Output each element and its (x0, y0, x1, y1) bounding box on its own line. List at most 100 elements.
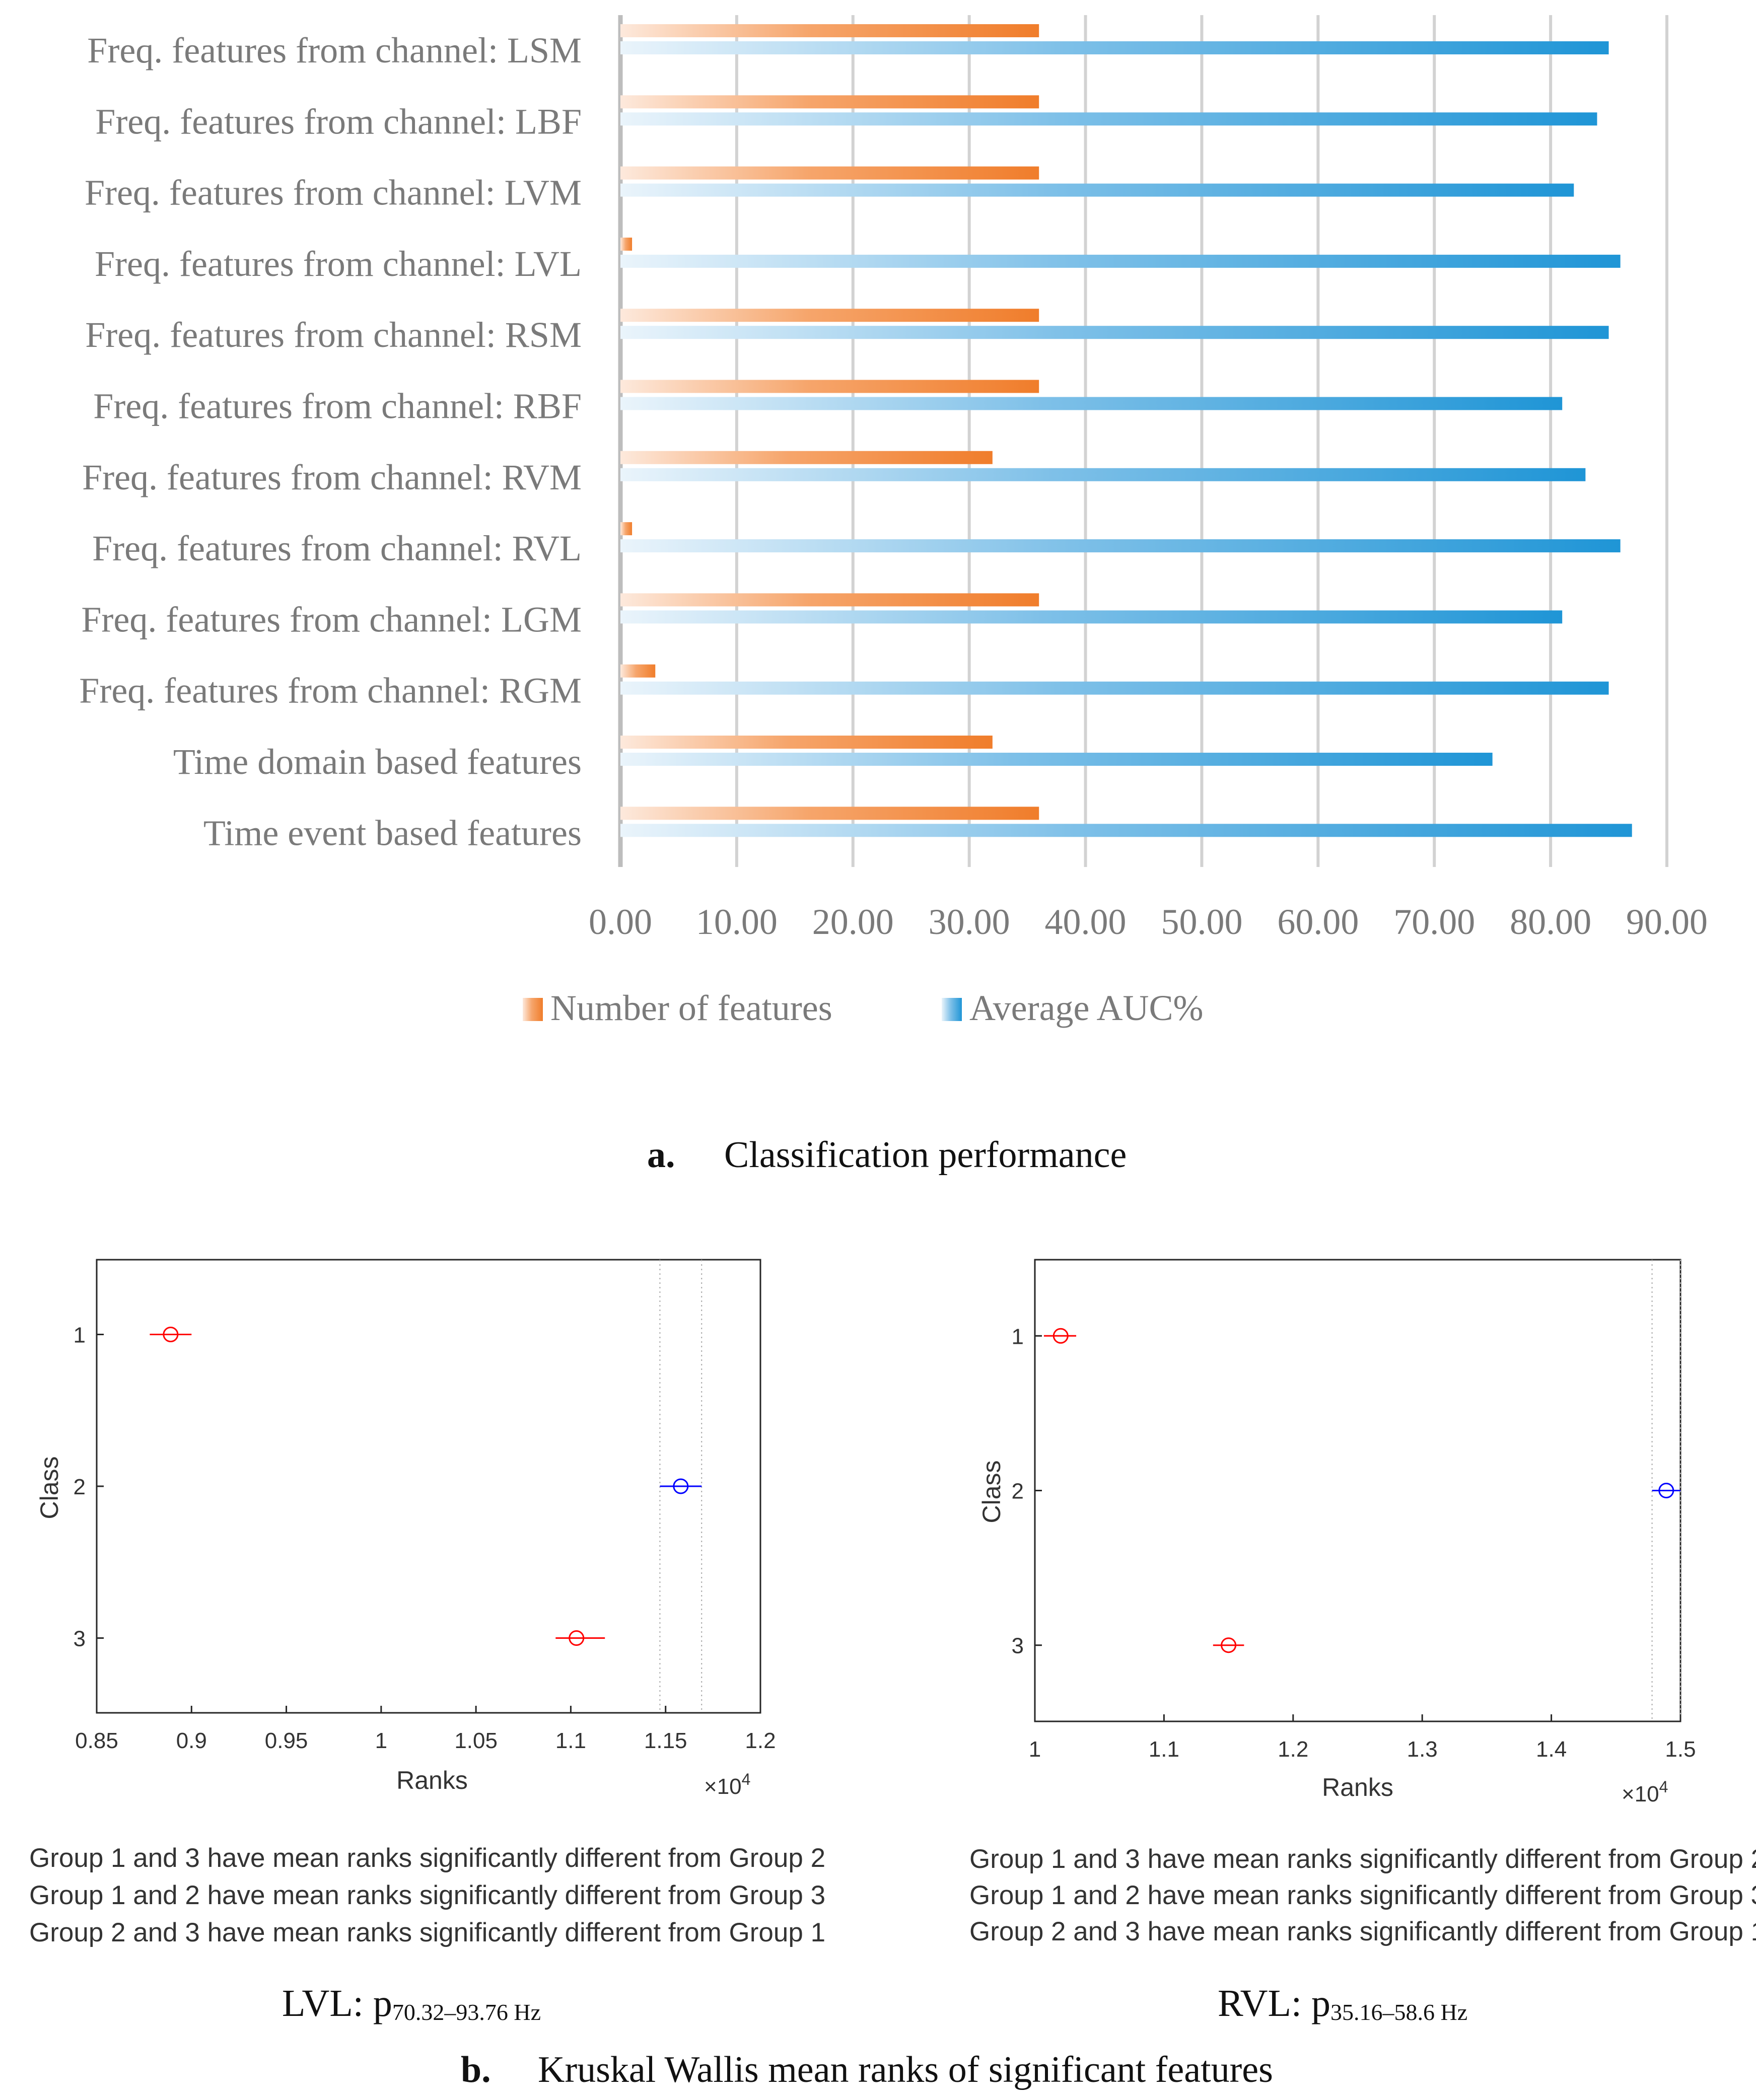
x-tick-label: 40.00 (1045, 902, 1127, 942)
lvl-note-3: Group 2 and 3 have mean ranks significan… (29, 1918, 825, 1947)
lvl-y-ticks: 1 2 3 (74, 1323, 104, 1651)
category-label: Freq. features from channel: RVL (92, 528, 582, 568)
category-label: Freq. features from channel: LVM (85, 173, 582, 213)
bar-average-auc (620, 41, 1609, 54)
x-tick-labels: 0.00 10.00 20.00 30.00 40.00 50.00 60.00 70.00 8… (589, 902, 1708, 942)
bar-average-auc (620, 112, 1597, 126)
bar-average-auc (620, 753, 1493, 766)
category-label: Time event based features (203, 813, 582, 853)
caption-a-text: Classification performance (724, 1134, 1127, 1176)
y-tick-label: 3 (1012, 1634, 1024, 1658)
rvl-rank-plot: 1 2 3 1 1.1 1.2 1.3 1.4 1.5 Ranks Class ×104 Gr… (969, 1259, 1756, 2025)
rank-mean-marker (1052, 1328, 1069, 1344)
x-tick-label: 50.00 (1161, 902, 1242, 942)
rank-mean-marker (163, 1327, 179, 1342)
bar-average-auc (620, 539, 1621, 553)
bar-number-of-features (620, 522, 633, 536)
x-tick-label: 1.2 (745, 1728, 776, 1753)
lvl-x-exponent: ×104 (704, 1770, 750, 1799)
bar-chart-panel: Freq. features from channel: LSM Freq. fe… (79, 15, 1708, 1176)
rank-mean-marker (569, 1630, 585, 1646)
bar-average-auc (620, 183, 1574, 197)
legend-swatch-average-auc (942, 998, 962, 1021)
rank-mean-marker (673, 1478, 689, 1494)
legend: Number of features Average AUC% (523, 988, 1204, 1028)
bar-number-of-features (620, 95, 1039, 109)
x-tick-label: 70.00 (1393, 902, 1475, 942)
bar-average-auc (620, 681, 1609, 695)
lvl-x-axis-title: Ranks (396, 1766, 468, 1794)
bar-number-of-features (620, 237, 633, 251)
y-tick-label: 3 (74, 1627, 86, 1651)
category-label: Freq. features from channel: RVM (82, 457, 582, 497)
bar-average-auc (620, 254, 1621, 268)
lvl-note-2: Group 1 and 2 have mean ranks significan… (29, 1880, 825, 1910)
rvl-x-ticks: 1 1.1 1.2 1.3 1.4 1.5 (1029, 1714, 1696, 1762)
category-label: Freq. features from channel: RBF (93, 386, 582, 426)
rvl-y-axis-title: Class (977, 1460, 1006, 1523)
rvl-panel-label: RVL: p35.16–58.6 Hz (1218, 1982, 1467, 2025)
x-tick-label: 1.5 (1665, 1737, 1696, 1762)
x-tick-label: 1.15 (644, 1728, 687, 1753)
y-tick-label: 1 (74, 1323, 86, 1348)
rank-mean-marker (1658, 1483, 1674, 1498)
bar-series (620, 24, 1632, 837)
category-label: Freq. features from channel: RGM (79, 671, 582, 711)
y-tick-label: 2 (1012, 1479, 1024, 1504)
bar-number-of-features (620, 380, 1039, 393)
caption-b-letter: b. (461, 2049, 491, 2090)
bar-average-auc (620, 824, 1632, 837)
category-label: Time domain based features (173, 742, 582, 782)
lvl-notes: Group 1 and 3 have mean ranks significan… (29, 1843, 825, 1947)
category-label: Freq. features from channel: LVL (95, 244, 582, 284)
lvl-y-axis-title: Class (35, 1456, 63, 1519)
x-tick-label: 30.00 (929, 902, 1010, 942)
rvl-notes: Group 1 and 3 have mean ranks significan… (969, 1844, 1756, 1946)
x-tick-label: 1.1 (555, 1728, 586, 1753)
x-tick-label: 80.00 (1510, 902, 1591, 942)
bar-number-of-features (620, 593, 1039, 607)
x-tick-label: 1.3 (1407, 1737, 1438, 1762)
category-label: Freq. features from channel: LGM (81, 599, 582, 639)
x-tick-label: 60.00 (1277, 902, 1359, 942)
lvl-points (150, 1327, 702, 1646)
x-tick-label: 10.00 (696, 902, 778, 942)
bar-number-of-features (620, 309, 1039, 322)
lvl-rank-plot: 1 2 3 0.85 0.9 0.95 1 1.05 1.1 1.15 1.2 Ranks Cla… (29, 1259, 825, 2025)
lvl-x-ticks: 0.85 0.9 0.95 1 1.05 1.1 1.15 1.2 (75, 1706, 776, 1753)
x-tick-label: 1.05 (454, 1728, 498, 1753)
category-label: Freq. features from channel: RSM (85, 315, 582, 355)
rvl-points (1043, 1328, 1680, 1653)
bar-number-of-features (620, 664, 656, 678)
x-tick-label: 0.00 (589, 902, 652, 942)
legend-label-number-of-features: Number of features (550, 988, 832, 1028)
x-tick-label: 1.1 (1149, 1737, 1179, 1762)
x-tick-label: 0.85 (75, 1728, 118, 1753)
rvl-note-2: Group 1 and 2 have mean ranks significan… (969, 1880, 1756, 1910)
caption-b-text: Kruskal Wallis mean ranks of significant… (538, 2049, 1273, 2090)
y-tick-label: 1 (1012, 1324, 1024, 1349)
x-tick-label: 1 (375, 1728, 387, 1753)
bar-number-of-features (620, 807, 1039, 820)
caption-a-letter: a. (647, 1134, 675, 1176)
rvl-y-ticks: 1 2 3 (1012, 1324, 1042, 1658)
bar-average-auc (620, 468, 1586, 481)
rvl-x-axis-title: Ranks (1322, 1773, 1393, 1801)
bar-number-of-features (620, 736, 993, 749)
x-tick-label: 0.9 (176, 1728, 207, 1753)
rvl-plot-frame (1034, 1259, 1681, 1722)
rank-mean-marker (1221, 1637, 1237, 1653)
lvl-panel-label: LVL: p70.32–93.76 Hz (282, 1982, 541, 2025)
gridlines (618, 15, 1668, 867)
x-tick-label: 1.2 (1278, 1737, 1308, 1762)
legend-label-average-auc: Average AUC% (969, 988, 1204, 1028)
x-tick-label: 0.95 (265, 1728, 308, 1753)
legend-swatch-number-of-features (523, 998, 543, 1021)
category-label: Freq. features from channel: LSM (87, 30, 582, 70)
x-tick-label: 1 (1029, 1737, 1041, 1762)
bar-average-auc (620, 397, 1563, 410)
rvl-x-exponent: ×104 (1622, 1778, 1668, 1806)
y-tick-label: 2 (74, 1475, 86, 1499)
x-tick-label: 1.4 (1536, 1737, 1567, 1762)
